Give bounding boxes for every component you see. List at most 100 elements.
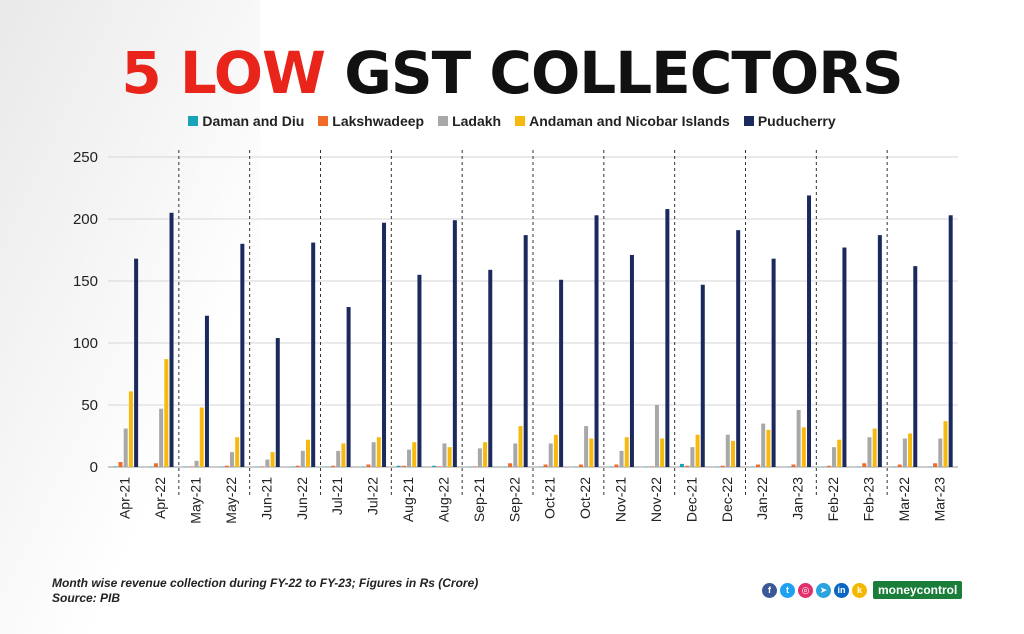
bar — [807, 195, 812, 467]
bar — [553, 434, 558, 467]
legend-label: Ladakh — [452, 113, 502, 129]
x-tick-label: Jun-21 — [258, 477, 274, 520]
x-tick-label: Oct-21 — [542, 477, 558, 519]
instagram-icon[interactable]: ◎ — [798, 582, 813, 598]
bar — [578, 464, 583, 467]
bar — [447, 447, 452, 467]
bar — [614, 464, 619, 467]
bar — [897, 464, 902, 467]
bar — [736, 230, 741, 467]
bar — [943, 421, 948, 467]
bar — [467, 466, 472, 468]
bar — [801, 427, 806, 467]
bar — [382, 222, 387, 467]
bar — [609, 466, 614, 468]
bar — [346, 307, 351, 467]
linkedin-icon[interactable]: in — [834, 582, 849, 598]
title-main: GST COLLECTORS — [344, 39, 903, 107]
bar — [938, 438, 943, 467]
x-tick-label: Sep-21 — [471, 477, 487, 522]
bar — [730, 440, 735, 467]
bar — [219, 466, 224, 468]
bar — [407, 449, 412, 467]
legend-label: Andaman and Nicobar Islands — [529, 113, 730, 129]
bar — [260, 466, 265, 467]
bar — [518, 426, 523, 467]
bar — [148, 466, 153, 468]
bar — [685, 465, 690, 467]
bar — [725, 434, 730, 467]
bar — [927, 466, 932, 468]
x-tick-label: Aug-22 — [435, 477, 451, 522]
bar — [194, 460, 199, 467]
koo-icon[interactable]: k — [852, 582, 867, 598]
bar — [275, 338, 280, 467]
bar — [649, 466, 654, 467]
x-tick-label: May-22 — [223, 477, 239, 524]
bar — [169, 212, 174, 467]
bar — [913, 266, 918, 467]
bar — [371, 442, 376, 467]
bar — [295, 465, 300, 467]
title-highlight: 5 LOW — [121, 39, 326, 107]
legend-item: Lakshwadeep — [318, 113, 424, 129]
bar — [113, 466, 118, 467]
bar — [908, 433, 913, 467]
legend-item: Puducherry — [743, 113, 836, 129]
bar — [832, 447, 837, 467]
bar — [791, 464, 796, 467]
bar — [401, 465, 406, 467]
bar — [477, 448, 482, 467]
bar — [311, 242, 316, 467]
x-tick-label: Nov-21 — [613, 477, 629, 522]
bar — [265, 459, 270, 467]
telegram-icon[interactable]: ➤ — [816, 582, 831, 598]
bar — [452, 220, 457, 467]
bar — [933, 463, 938, 467]
bar — [660, 438, 665, 467]
x-tick-label: Apr-21 — [117, 477, 133, 519]
facebook-icon[interactable]: f — [762, 582, 777, 598]
bar — [513, 443, 518, 467]
bar — [771, 258, 776, 467]
bar — [159, 408, 164, 467]
y-tick-label: 100 — [73, 335, 98, 352]
bar — [786, 466, 791, 468]
bar — [270, 452, 275, 467]
x-tick-label: Jul-21 — [329, 477, 345, 515]
bar — [892, 466, 897, 468]
bar — [235, 437, 240, 467]
legend-item: Daman and Diu — [188, 113, 304, 129]
moneycontrol-logo[interactable]: moneycontrol — [873, 581, 963, 599]
x-tick-label: Mar-22 — [896, 477, 912, 522]
bar — [821, 466, 826, 468]
bar — [766, 429, 771, 467]
bar — [118, 462, 123, 467]
bar — [842, 247, 847, 467]
bar — [589, 438, 594, 467]
legend-swatch — [318, 116, 329, 126]
bar — [690, 447, 695, 467]
legend-label: Puducherry — [757, 113, 836, 129]
bar — [331, 465, 336, 467]
footnote-description: Month wise revenue collection during FY-… — [52, 576, 479, 590]
y-tick-label: 0 — [90, 459, 98, 476]
bar — [134, 258, 139, 467]
bar — [654, 405, 659, 467]
bar — [189, 466, 194, 467]
legend-item: Andaman and Nicobar Islands — [515, 113, 730, 129]
bar — [573, 466, 578, 468]
bar — [432, 465, 437, 467]
x-tick-label: Feb-22 — [825, 477, 841, 522]
bar — [559, 279, 564, 467]
bar — [902, 438, 907, 467]
bar — [229, 452, 234, 467]
bar — [629, 254, 634, 467]
bar — [128, 391, 133, 467]
bar — [376, 437, 381, 467]
bar — [472, 466, 477, 467]
bar — [153, 463, 158, 467]
bar — [290, 466, 295, 468]
twitter-icon[interactable]: t — [780, 582, 795, 598]
bar — [538, 466, 543, 468]
